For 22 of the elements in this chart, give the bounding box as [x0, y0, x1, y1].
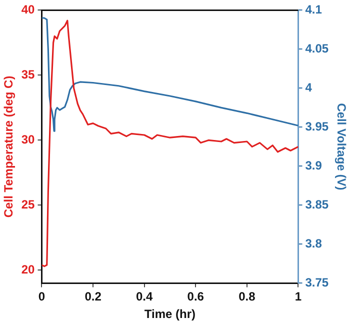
x-tick-label: 0.4 [136, 290, 154, 304]
x-tick-label: 0.2 [84, 290, 102, 304]
y2-tick-label: 4.05 [305, 42, 329, 56]
y2-tick-label: 3.85 [305, 198, 329, 212]
y-tick-label: 20 [21, 262, 36, 277]
y2-tick-label: 4 [305, 80, 312, 95]
y-tick-label: 40 [21, 2, 36, 17]
y2-tick-label: 3.95 [305, 120, 329, 134]
x-axis-title: Time (hr) [144, 307, 196, 322]
y-tick-label: 35 [21, 68, 36, 82]
y2-tick-label: 3.9 [305, 158, 322, 173]
y2-tick-label: 4.1 [305, 2, 322, 17]
x-tick-label: 0.8 [238, 290, 256, 304]
y-axis-title: Cell Temperature (deg C) [2, 76, 16, 218]
x-tick-label: 0 [38, 290, 46, 304]
y2-tick-label: 3.75 [305, 276, 329, 290]
y2-axis-title: Cell Voltage (V) [334, 103, 348, 190]
y2-tick-label: 3.8 [305, 236, 322, 251]
x-tick-label: 0.6 [187, 290, 204, 304]
x-tick-label: 1 [294, 290, 302, 304]
y-tick-label: 25 [21, 198, 36, 212]
y-tick-label: 30 [21, 132, 36, 147]
